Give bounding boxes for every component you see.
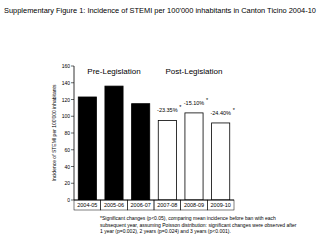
bars — [78, 86, 229, 200]
category-cell — [127, 200, 154, 210]
group-label: Pre-Legislation — [87, 67, 140, 76]
y-tick — [71, 82, 74, 83]
significance-mark: * — [206, 97, 209, 103]
category-cell — [181, 200, 208, 210]
y-tick-label: 20 — [64, 180, 70, 186]
y-tick-label: 100 — [62, 113, 71, 119]
y-tick-label: 60 — [64, 147, 70, 153]
y-tick-label: 120 — [62, 97, 71, 103]
bar — [212, 123, 230, 200]
x-tick-label: 2004-05 — [77, 202, 97, 208]
category-cell — [207, 200, 234, 210]
significance-mark: * — [233, 107, 236, 113]
footnote: 1 year (p=0.002), 2 years (p=0.024) and … — [100, 228, 231, 234]
chart: Supplementary Figure 1: Incidence of STE… — [0, 0, 320, 240]
y-tick — [71, 66, 74, 67]
y-tick-label: 40 — [64, 164, 70, 170]
y-tick — [71, 183, 74, 184]
annotation: -24.40% — [210, 110, 231, 116]
y-tick — [71, 116, 74, 117]
significance-mark: * — [179, 104, 182, 110]
footnote: subsequent year, assuming Poisson distri… — [100, 222, 297, 228]
y-tick-label: 80 — [64, 130, 70, 136]
bar — [105, 86, 123, 200]
x-tick-label: 2007-08 — [157, 202, 177, 208]
annotation: -23.35% — [157, 107, 178, 113]
y-tick-label: 160 — [62, 63, 71, 69]
y-tick — [71, 200, 74, 201]
y-tick — [71, 99, 74, 100]
y-tick-label: 140 — [62, 80, 71, 86]
y-tick — [71, 133, 74, 134]
group-label: Post-Legislation — [166, 67, 223, 76]
category-cell — [154, 200, 181, 210]
bar — [185, 113, 203, 200]
x-tick-label: 2008-09 — [184, 202, 204, 208]
x-tick-label: 2006-07 — [131, 202, 151, 208]
y-tick — [71, 166, 74, 167]
x-tick-label: 2005-06 — [104, 202, 124, 208]
annotation: -15.10% — [184, 100, 205, 106]
y-tick — [71, 149, 74, 150]
title: Supplementary Figure 1: Incidence of STE… — [4, 7, 316, 15]
x-tick-label: 2009-10 — [211, 202, 231, 208]
footnote: *Significant changes (p<0.05), comparing… — [100, 215, 276, 221]
category-cell — [74, 200, 101, 210]
y-tick-label: 0 — [67, 197, 70, 203]
bar — [158, 120, 176, 200]
y-label: Incidence of STEMI per 100'000 inhabitan… — [51, 84, 57, 181]
bar — [78, 97, 96, 200]
category-cell — [101, 200, 128, 210]
bar — [132, 104, 150, 200]
